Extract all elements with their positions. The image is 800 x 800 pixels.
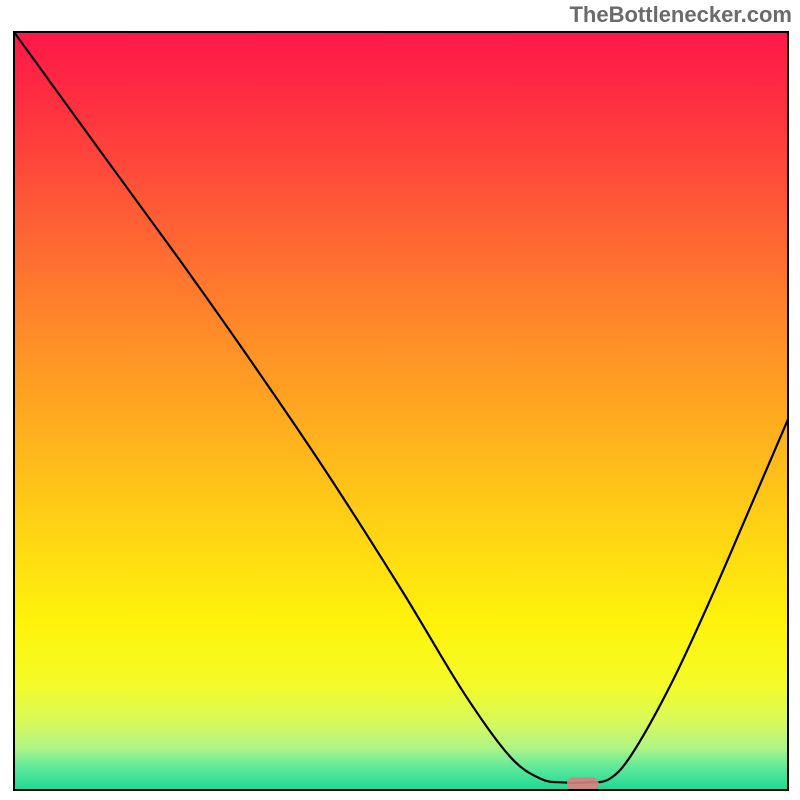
chart-svg	[0, 0, 800, 800]
attribution-text: TheBottlenecker.com	[569, 2, 792, 28]
optimal-point-marker	[567, 777, 599, 790]
gradient-background	[14, 32, 788, 790]
chart-container: TheBottlenecker.com	[0, 0, 800, 800]
